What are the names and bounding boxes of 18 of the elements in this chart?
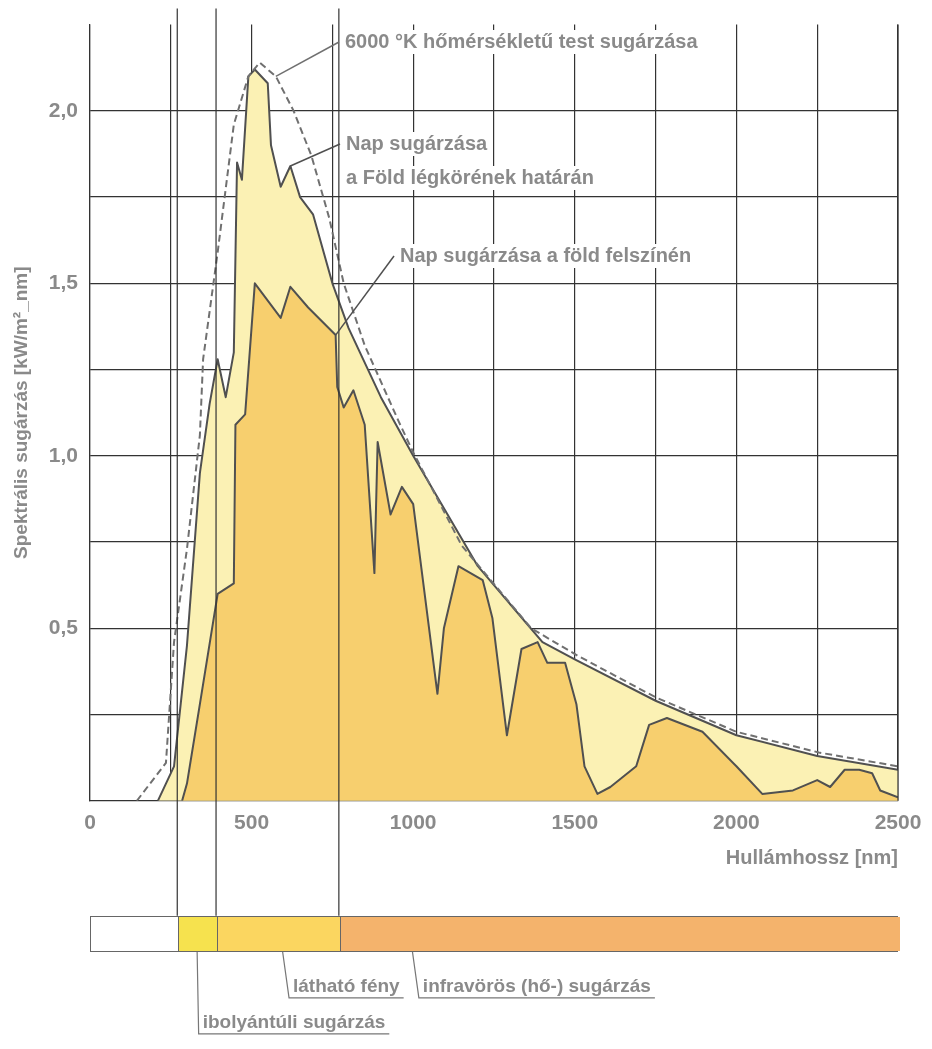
y-tick-label: 1,0 [48, 442, 78, 466]
text: infravörös (hő-) sugárzás [422, 974, 651, 996]
x-tick-label: 2000 [713, 810, 760, 834]
text: Nap sugárzása a föld felszínén [400, 244, 692, 266]
x-tick-label: 1500 [551, 810, 599, 834]
y-tick-label: 0,5 [48, 615, 79, 639]
text: 6000 °K hőmérsékletű test sugárzása [345, 30, 699, 52]
legend-label: Nap sugárzása a Föld légkörének határán [346, 132, 594, 188]
text: ibolyántúli sugárzás [202, 1010, 386, 1032]
x-tick-label: 0 [84, 810, 96, 834]
x-tick-label: 500 [234, 810, 270, 834]
x-tick-label: 2500 [874, 810, 922, 834]
x-tick-label: 1000 [389, 810, 437, 834]
y-tick-label: 2,0 [48, 97, 78, 121]
y-axis-title: Spektrális sugárzás [kW/m²_nm] [9, 266, 31, 559]
text: látható fény [293, 974, 401, 996]
x-axis-title: Hullámhossz [nm] [725, 845, 898, 868]
y-tick-label: 1,5 [48, 270, 79, 294]
